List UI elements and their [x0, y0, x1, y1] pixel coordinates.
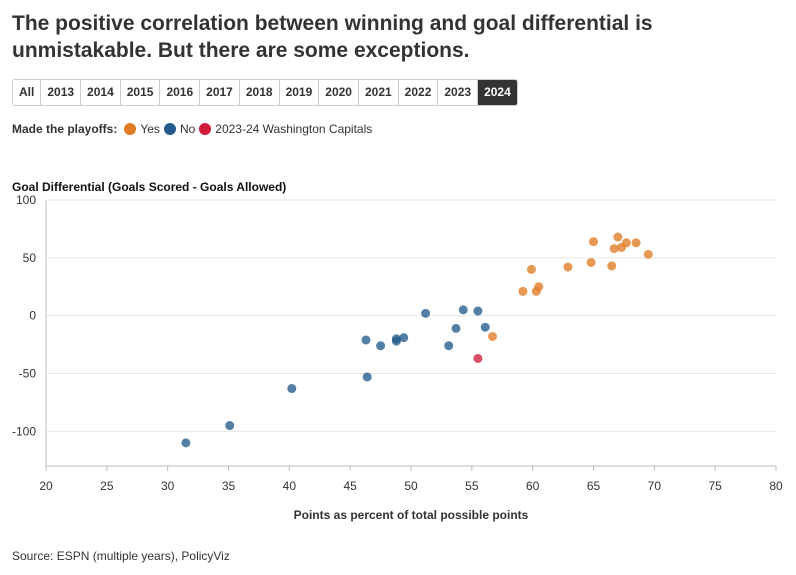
- data-point-yes[interactable]: [488, 331, 498, 341]
- tab-2016[interactable]: 2016: [160, 80, 201, 105]
- legend: Made the playoffs: Yes No 2023-24 Washin…: [12, 122, 376, 136]
- data-point-yes[interactable]: [526, 264, 536, 274]
- data-point-yes[interactable]: [534, 282, 544, 292]
- tab-2013[interactable]: 2013: [41, 80, 82, 105]
- data-point-no[interactable]: [391, 334, 401, 344]
- y-tick-label: -50: [19, 366, 37, 380]
- legend-swatch-capitals: [199, 123, 212, 135]
- legend-item-no[interactable]: No: [163, 122, 196, 136]
- data-point-2023-24-washington-capitals[interactable]: [473, 353, 483, 363]
- data-point-no[interactable]: [399, 333, 409, 343]
- tab-2019[interactable]: 2019: [279, 80, 320, 105]
- tab-2020[interactable]: 2020: [319, 80, 359, 105]
- x-tick-label: 80: [769, 479, 783, 493]
- x-tick-label: 65: [587, 479, 601, 493]
- x-tick-label: 70: [648, 479, 662, 493]
- data-point-no[interactable]: [458, 305, 468, 315]
- data-point-yes[interactable]: [586, 257, 596, 267]
- grid-lines: [46, 199, 776, 432]
- data-point-no[interactable]: [451, 323, 461, 333]
- legend-item-yes[interactable]: Yes: [124, 122, 160, 136]
- source-note: Source: ESPN (multiple years), PolicyViz: [12, 549, 230, 563]
- data-point-yes[interactable]: [631, 238, 641, 248]
- legend-label-capitals: 2023-24 Washington Capitals: [215, 122, 373, 136]
- y-tick-label: -100: [12, 424, 36, 438]
- y-tick-label: 50: [23, 251, 37, 265]
- legend-swatch-yes: [124, 123, 137, 135]
- y-tick-label: 0: [29, 309, 36, 323]
- legend-label-yes: Yes: [140, 122, 160, 136]
- x-tick-label: 50: [404, 479, 418, 493]
- data-point-no[interactable]: [225, 421, 235, 431]
- data-point-no[interactable]: [473, 306, 483, 316]
- data-point-no[interactable]: [421, 308, 431, 318]
- legend-item-capitals[interactable]: 2023-24 Washington Capitals: [199, 122, 372, 136]
- year-tabs: All 2013 2014 2015 2016 2017 2018 2019 2…: [12, 79, 518, 106]
- data-point-yes[interactable]: [589, 237, 598, 247]
- x-tick-label: 35: [222, 479, 236, 493]
- data-point-yes[interactable]: [607, 261, 617, 271]
- legend-swatch-no: [163, 123, 176, 135]
- tab-2017[interactable]: 2017: [200, 80, 240, 105]
- data-point-yes[interactable]: [643, 249, 653, 259]
- data-point-no[interactable]: [444, 341, 454, 351]
- x-axis-title: Points as percent of total possible poin…: [293, 508, 529, 522]
- axes: 100 50 0 -50 -100 20 25 30 35 40 45 50 55 60 65 70 75 80: [12, 193, 783, 493]
- x-tick-label: 25: [100, 479, 114, 493]
- x-tick-label: 30: [161, 479, 175, 493]
- x-tick-label: 20: [39, 479, 53, 493]
- tab-2015[interactable]: 2015: [120, 80, 161, 105]
- data-point-no[interactable]: [287, 384, 297, 394]
- data-point-no[interactable]: [480, 322, 490, 332]
- data-point-no[interactable]: [362, 372, 372, 382]
- y-tick-label: 100: [16, 193, 36, 207]
- y-axis-title: Goal Differential (Goals Scored - Goals …: [12, 180, 287, 194]
- x-tick-label: 45: [343, 479, 357, 493]
- tab-2014[interactable]: 2014: [81, 80, 121, 105]
- data-point-yes[interactable]: [518, 286, 528, 296]
- tab-2022[interactable]: 2022: [398, 80, 439, 105]
- x-tick-label: 40: [283, 479, 297, 493]
- chart-title: The positive correlation between winning…: [12, 12, 653, 62]
- tab-all[interactable]: All: [13, 80, 42, 105]
- data-point-yes[interactable]: [609, 244, 619, 254]
- data-point-yes[interactable]: [621, 238, 631, 248]
- data-point-no[interactable]: [376, 341, 386, 351]
- data-point-yes[interactable]: [613, 232, 623, 242]
- x-tick-label: 55: [465, 479, 479, 493]
- tab-2021[interactable]: 2021: [358, 80, 399, 105]
- data-point-yes[interactable]: [563, 262, 573, 272]
- tab-2024[interactable]: 2024: [478, 80, 517, 105]
- tab-2023[interactable]: 2023: [438, 80, 479, 105]
- data-points: [181, 232, 653, 448]
- x-tick-label: 75: [708, 479, 722, 493]
- legend-title: Made the playoffs:: [12, 122, 118, 136]
- data-point-no[interactable]: [181, 438, 191, 448]
- legend-label-no: No: [179, 122, 196, 136]
- x-tick-label: 60: [526, 479, 540, 493]
- data-point-no[interactable]: [361, 335, 371, 345]
- tab-2018[interactable]: 2018: [239, 80, 280, 105]
